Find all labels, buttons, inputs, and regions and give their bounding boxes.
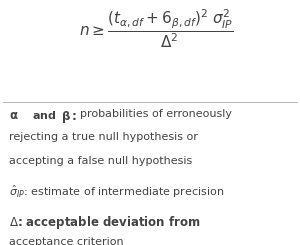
Text: accepting a false null hypothesis: accepting a false null hypothesis bbox=[9, 156, 192, 166]
Text: $\hat{\sigma}_{IP}$: estimate of intermediate precision: $\hat{\sigma}_{IP}$: estimate of interme… bbox=[9, 184, 224, 200]
Text: $n \geq \dfrac{(t_{\alpha,df} + 6_{\beta,df})^2\;\sigma^2_{IP}}{\Delta^2}$: $n \geq \dfrac{(t_{\alpha,df} + 6_{\beta… bbox=[79, 7, 233, 50]
Text: rejecting a true null hypothesis or: rejecting a true null hypothesis or bbox=[9, 132, 198, 142]
Text: $\mathbf{\alpha}$: $\mathbf{\alpha}$ bbox=[9, 109, 19, 122]
Text: $\Delta$: acceptable deviation from: $\Delta$: acceptable deviation from bbox=[9, 214, 200, 231]
Text: $\mathbf{and}$: $\mathbf{and}$ bbox=[32, 109, 56, 121]
Text: acceptance criterion: acceptance criterion bbox=[9, 237, 124, 245]
Text: probabilities of erroneously: probabilities of erroneously bbox=[80, 109, 232, 119]
Text: $\mathbf{\beta}$$\mathbf{:}$: $\mathbf{\beta}$$\mathbf{:}$ bbox=[61, 109, 78, 125]
